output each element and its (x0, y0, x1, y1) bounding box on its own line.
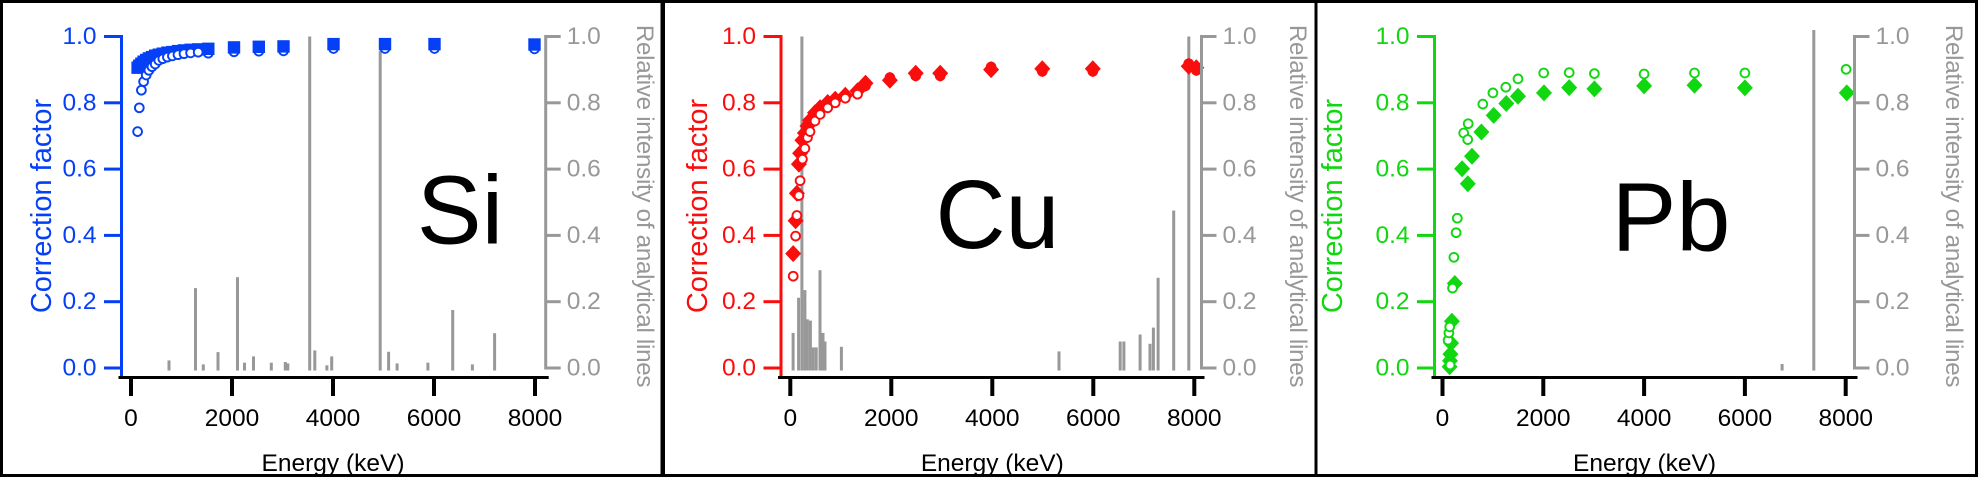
svg-text:0.6: 0.6 (62, 156, 96, 183)
svg-text:Relative intensity of analytic: Relative intensity of analytical lines (1940, 25, 1967, 388)
svg-text:1.0: 1.0 (1223, 23, 1257, 50)
svg-text:6000: 6000 (1718, 405, 1773, 432)
svg-text:0.0: 0.0 (1876, 355, 1910, 382)
svg-text:2000: 2000 (205, 405, 260, 432)
svg-text:Energy (keV): Energy (keV) (262, 450, 405, 477)
svg-text:0.0: 0.0 (62, 355, 96, 382)
svg-text:0.6: 0.6 (1876, 156, 1910, 183)
svg-text:Relative intensity of analytic: Relative intensity of analytical lines (631, 25, 658, 388)
svg-text:1.0: 1.0 (62, 23, 96, 50)
svg-text:0.8: 0.8 (1375, 89, 1409, 116)
svg-text:0.0: 0.0 (722, 355, 756, 382)
svg-text:0.8: 0.8 (62, 89, 96, 116)
svg-text:4000: 4000 (1617, 405, 1672, 432)
svg-text:Pb: Pb (1612, 163, 1731, 272)
svg-text:0.8: 0.8 (567, 89, 601, 116)
svg-text:1.0: 1.0 (1876, 23, 1910, 50)
svg-text:Relative intensity of analytic: Relative intensity of analytical lines (1284, 25, 1311, 388)
svg-text:0.4: 0.4 (1375, 222, 1409, 249)
svg-text:Si: Si (417, 156, 503, 265)
svg-text:Correction factor: Correction factor (26, 98, 58, 313)
svg-text:0.0: 0.0 (1375, 355, 1409, 382)
svg-text:0.4: 0.4 (722, 222, 756, 249)
svg-text:2000: 2000 (1516, 405, 1571, 432)
svg-text:0.6: 0.6 (722, 156, 756, 183)
svg-text:0.8: 0.8 (722, 89, 756, 116)
svg-text:0.4: 0.4 (1223, 222, 1257, 249)
svg-text:1.0: 1.0 (722, 23, 756, 50)
svg-text:Correction factor: Correction factor (1317, 98, 1349, 313)
svg-text:Energy (keV): Energy (keV) (1573, 450, 1716, 477)
svg-text:8000: 8000 (1818, 405, 1873, 432)
svg-text:0.2: 0.2 (722, 288, 756, 315)
svg-text:0.4: 0.4 (1876, 222, 1910, 249)
svg-text:0.2: 0.2 (62, 288, 96, 315)
svg-text:0.4: 0.4 (62, 222, 96, 249)
svg-text:0.8: 0.8 (1223, 89, 1257, 116)
svg-text:0.2: 0.2 (1223, 288, 1257, 315)
svg-text:0.4: 0.4 (567, 222, 601, 249)
svg-text:Correction factor: Correction factor (682, 98, 714, 313)
svg-text:0.2: 0.2 (567, 288, 601, 315)
svg-text:0: 0 (1436, 405, 1450, 432)
svg-text:4000: 4000 (306, 405, 361, 432)
svg-text:0.2: 0.2 (1375, 288, 1409, 315)
svg-text:0.8: 0.8 (1876, 89, 1910, 116)
svg-text:Energy (keV): Energy (keV) (921, 450, 1064, 477)
svg-text:0.6: 0.6 (567, 156, 601, 183)
svg-text:0: 0 (783, 405, 797, 432)
svg-text:0.6: 0.6 (1375, 156, 1409, 183)
svg-text:6000: 6000 (1066, 405, 1121, 432)
svg-text:1.0: 1.0 (567, 23, 601, 50)
svg-text:Cu: Cu (936, 160, 1060, 269)
svg-text:1.0: 1.0 (1375, 23, 1409, 50)
svg-text:0.0: 0.0 (1223, 355, 1257, 382)
svg-text:0.6: 0.6 (1223, 156, 1257, 183)
svg-text:8000: 8000 (1167, 405, 1222, 432)
svg-text:0: 0 (124, 405, 138, 432)
svg-text:6000: 6000 (407, 405, 462, 432)
svg-text:8000: 8000 (508, 405, 563, 432)
svg-text:2000: 2000 (864, 405, 919, 432)
svg-text:0.2: 0.2 (1876, 288, 1910, 315)
svg-text:4000: 4000 (965, 405, 1020, 432)
svg-text:0.0: 0.0 (567, 355, 601, 382)
